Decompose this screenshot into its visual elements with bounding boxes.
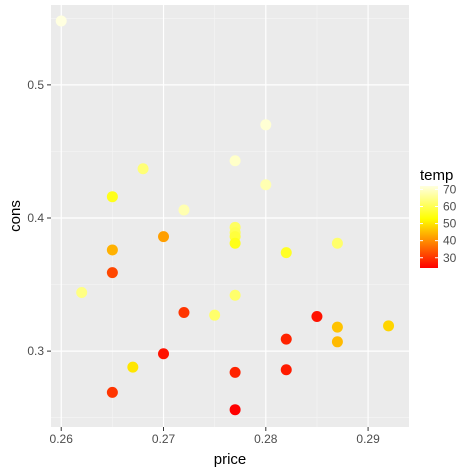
data-point <box>106 244 118 256</box>
data-point <box>229 289 241 301</box>
y-axis: 0.3 0.4 0.5 <box>27 78 51 358</box>
data-point <box>158 231 170 243</box>
data-point <box>106 386 118 398</box>
data-point <box>280 247 292 259</box>
legend-title: temp <box>420 167 453 184</box>
data-point <box>331 336 343 348</box>
data-point <box>229 404 241 416</box>
x-tick-label: 0.27 <box>152 432 176 446</box>
data-point <box>260 179 272 191</box>
legend-tick-label: 50 <box>443 217 457 231</box>
data-point <box>158 348 170 360</box>
data-point <box>76 287 88 299</box>
legend-ticks: 30 40 50 60 70 <box>420 182 457 265</box>
data-point <box>229 366 241 378</box>
data-point <box>383 320 395 332</box>
data-point <box>229 237 241 249</box>
data-point <box>178 204 190 216</box>
minor-gridlines <box>51 5 409 427</box>
data-point <box>280 333 292 345</box>
data-point <box>55 15 67 27</box>
plot-panel <box>51 5 409 427</box>
x-tick-label: 0.28 <box>254 432 278 446</box>
x-axis: 0.26 0.27 0.28 0.29 <box>50 427 380 446</box>
data-point <box>229 155 241 167</box>
data-point <box>331 321 343 333</box>
y-tick-label: 0.5 <box>27 78 44 92</box>
data-point <box>209 309 221 321</box>
data-points <box>55 15 395 416</box>
legend-tick-label: 40 <box>443 234 457 248</box>
legend-tick-label: 70 <box>443 182 457 196</box>
data-point <box>106 267 118 279</box>
major-gridlines <box>51 5 409 427</box>
data-point <box>331 237 343 249</box>
x-tick-label: 0.26 <box>50 432 74 446</box>
x-tick-label: 0.29 <box>356 432 380 446</box>
data-point <box>106 191 118 203</box>
x-axis-title: price <box>214 451 247 468</box>
data-point <box>280 364 292 376</box>
legend-colorbar <box>420 186 438 268</box>
data-point <box>260 119 272 131</box>
data-point <box>127 361 139 373</box>
legend-tick-label: 60 <box>443 200 457 214</box>
y-tick-label: 0.4 <box>27 211 44 225</box>
y-tick-label: 0.3 <box>27 344 44 358</box>
data-point <box>137 163 149 175</box>
y-axis-title: cons <box>7 200 24 232</box>
color-legend: temp 30 40 50 60 70 <box>420 167 457 268</box>
data-point <box>311 311 323 323</box>
legend-tick-label: 30 <box>443 251 457 265</box>
data-point <box>178 307 190 319</box>
